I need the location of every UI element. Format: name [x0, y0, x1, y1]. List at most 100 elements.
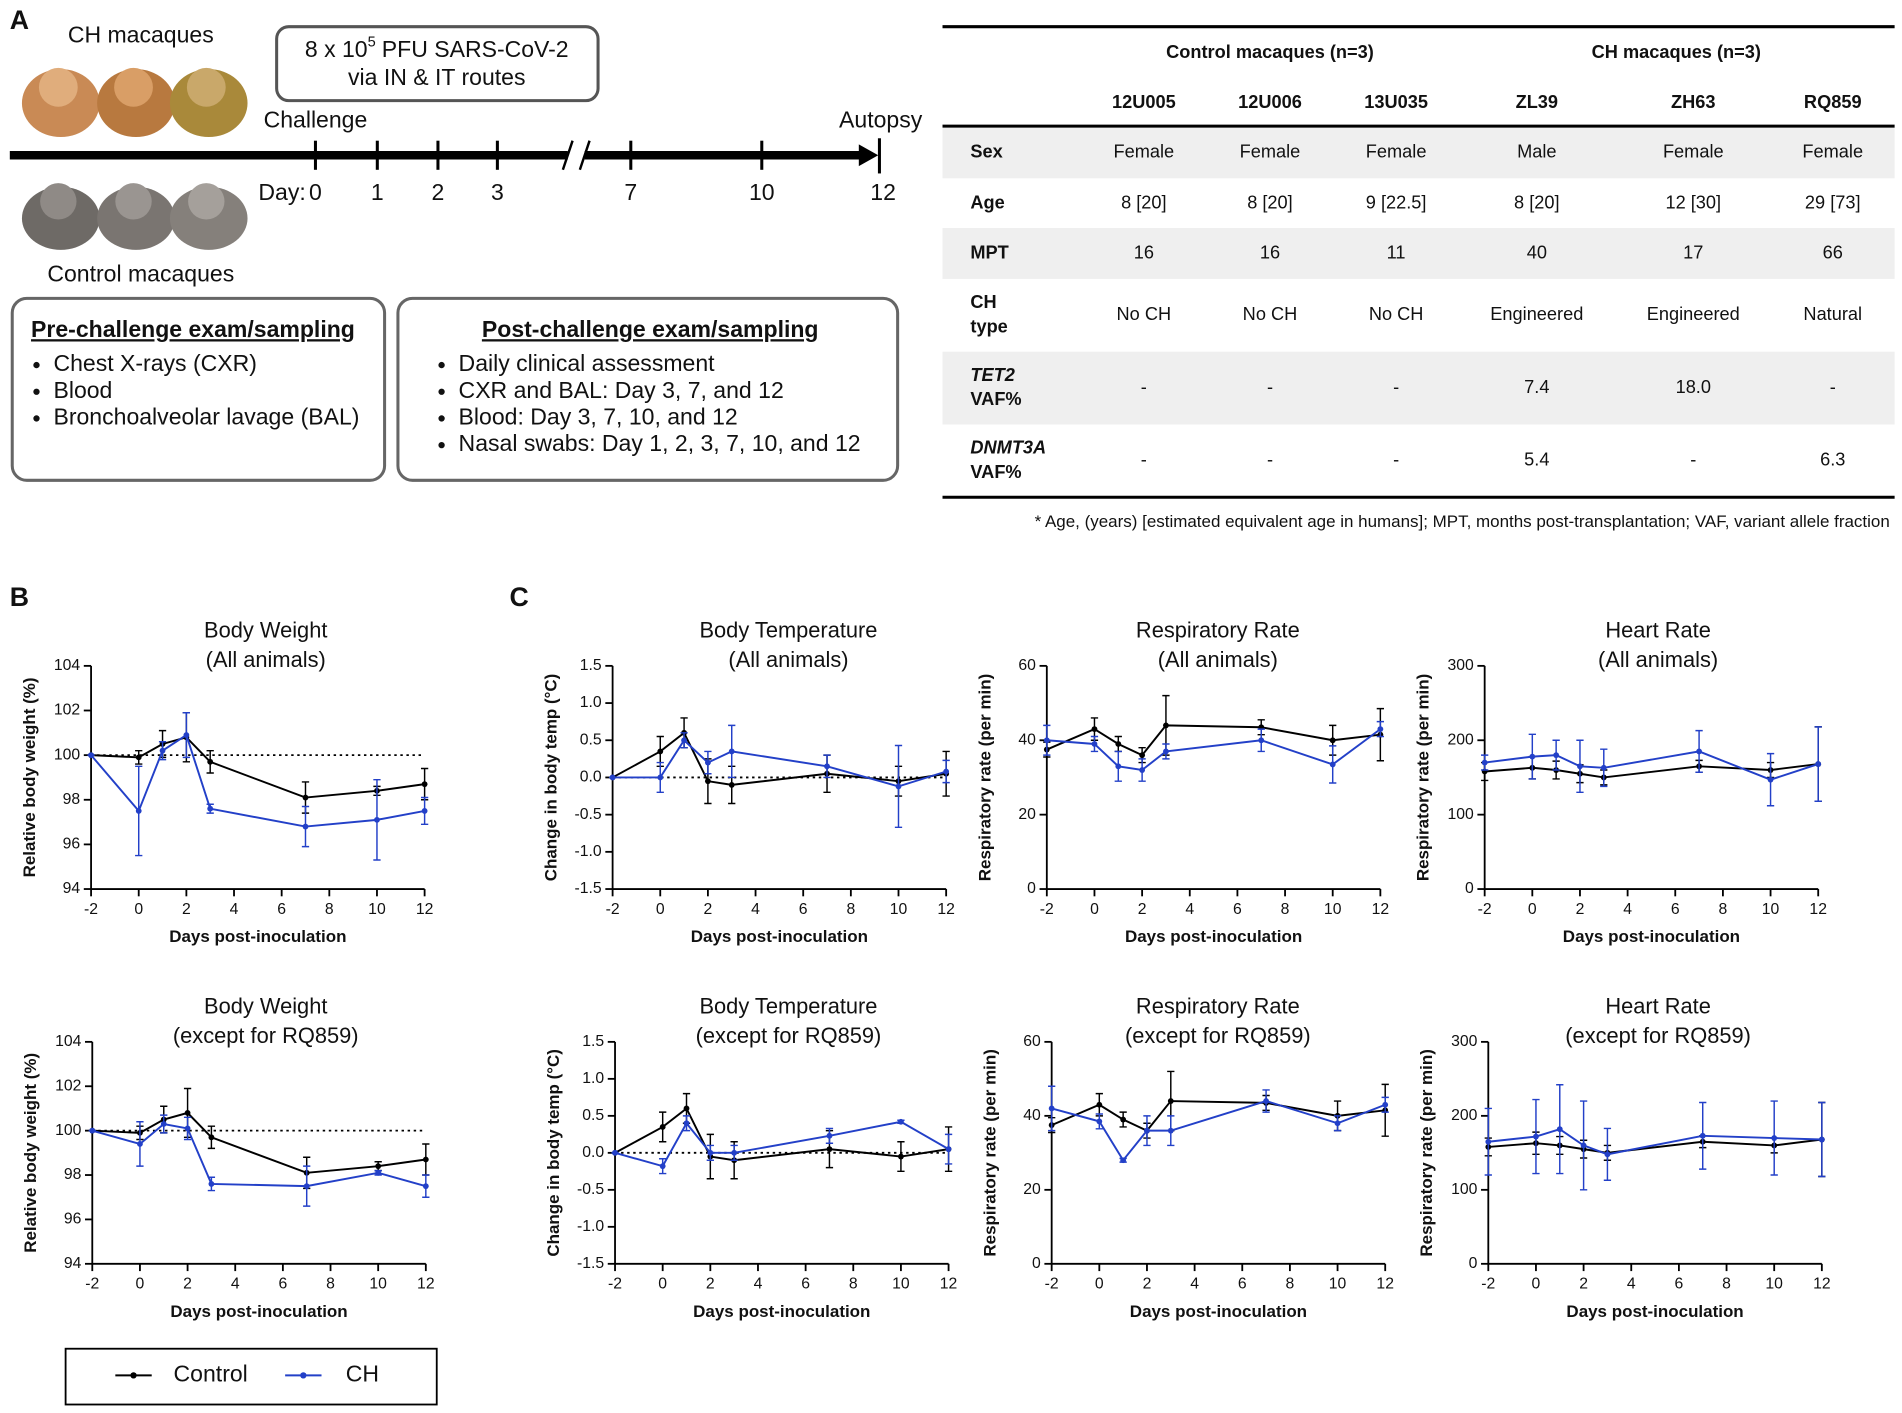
chart-title: Body Weight [204, 994, 327, 1019]
legend-label: Control [174, 1360, 248, 1386]
table-cell: 8 [20] [1121, 193, 1167, 213]
point [184, 1125, 191, 1132]
y-tick-label: 200 [1447, 731, 1474, 748]
point [1139, 752, 1146, 759]
row-label: CH [970, 292, 996, 312]
y-axis-label: Respiratory rate (per min) [1414, 674, 1433, 881]
x-axis-label: Days post-inoculation [1563, 927, 1740, 946]
table-cell: Female [1240, 142, 1301, 162]
series-line [92, 1111, 426, 1174]
x-tick-label: 0 [1532, 1276, 1541, 1293]
point [1048, 1105, 1055, 1112]
point [1382, 1101, 1389, 1108]
group-header: CH macaques (n=3) [1592, 42, 1761, 62]
column-header: 13U035 [1364, 92, 1428, 112]
point [659, 1163, 666, 1170]
exam-item: Chest X-rays (CXR) [53, 350, 256, 376]
x-tick-label: -2 [84, 901, 98, 918]
x-tick-label: 8 [846, 901, 855, 918]
table-cell: - [1393, 450, 1399, 470]
inoculum-dose: 8 x 105 PFU SARS-CoV-2 [305, 34, 569, 62]
table-cell: - [1690, 450, 1696, 470]
y-axis-label: Respiratory rate (per min) [981, 1049, 1000, 1256]
row-label: VAF% [970, 389, 1021, 409]
x-tick-label: 4 [230, 901, 239, 918]
point [1163, 748, 1169, 755]
table-cell: 18.0 [1676, 377, 1711, 397]
point [1815, 761, 1822, 767]
series-line [92, 1122, 427, 1188]
series-line [91, 736, 425, 799]
exam-item: Bronchoalveolar lavage (BAL) [53, 404, 359, 430]
table-cell: - [1141, 377, 1147, 397]
panel-label: B [10, 582, 29, 612]
point [1580, 1142, 1587, 1149]
point [135, 754, 142, 761]
ch-monkeys [21, 67, 248, 138]
y-tick-label: 0.0 [582, 1144, 604, 1161]
x-tick-label: 12 [940, 1276, 958, 1293]
point [1115, 741, 1122, 747]
x-tick-label: 2 [704, 901, 713, 918]
point [1818, 1136, 1825, 1143]
point [89, 1127, 96, 1134]
x-axis-label: Days post-inoculation [169, 927, 346, 946]
x-tick-label: 8 [326, 1276, 335, 1293]
x-tick-label: 6 [278, 1276, 287, 1293]
point [659, 1124, 666, 1130]
bullet [33, 388, 40, 395]
chart-subtitle: (All animals) [206, 647, 326, 672]
series-line [612, 731, 947, 786]
table-cell: 16 [1134, 242, 1154, 262]
point [1533, 1133, 1539, 1140]
column-header: RQ859 [1804, 92, 1862, 112]
y-tick-label: 1.5 [582, 1033, 604, 1050]
x-tick-label: 2 [1579, 1276, 1588, 1293]
x-axis-label: Days post-inoculation [1566, 1302, 1743, 1321]
table-cell: Natural [1803, 304, 1862, 324]
table-cell: 8 [20] [1514, 193, 1560, 213]
table-cell: Female [1114, 142, 1175, 162]
point [1120, 1116, 1127, 1123]
y-tick-label: 0 [1032, 1255, 1041, 1272]
y-axis-label: Change in body temp (°C) [544, 1049, 563, 1257]
point [1144, 1127, 1150, 1134]
x-tick-label: 8 [325, 901, 334, 918]
exam-item: Blood [53, 377, 112, 403]
x-tick-label: 4 [1190, 1276, 1199, 1293]
exam-item: Daily clinical assessment [459, 350, 716, 376]
panel-label: C [510, 582, 529, 612]
x-tick-label: 10 [892, 1276, 910, 1293]
x-tick-label: -2 [1045, 1276, 1059, 1293]
x-tick-label: 0 [1095, 1276, 1104, 1293]
point [422, 1156, 429, 1163]
point [707, 1149, 714, 1156]
point [1263, 1098, 1269, 1104]
y-tick-label: 104 [55, 1033, 82, 1050]
legend-label: CH [346, 1360, 379, 1386]
x-tick-label: 0 [134, 901, 143, 918]
table-cell: - [1393, 377, 1399, 397]
series-line [1051, 1100, 1386, 1132]
y-tick-label: -1.0 [575, 843, 602, 860]
row-label: TET2 [970, 365, 1014, 385]
point [375, 1169, 382, 1176]
table-cell: 29 [73] [1805, 193, 1861, 213]
y-axis-label: Relative body weight (%) [21, 1053, 40, 1253]
row-shade [942, 228, 1895, 279]
point [160, 1121, 167, 1127]
row-label: Sex [970, 142, 1002, 162]
legend-marker [130, 1372, 137, 1379]
point [1699, 1132, 1706, 1139]
point [374, 816, 380, 823]
x-tick-label: 2 [1138, 901, 1147, 918]
inoculum-route: via IN & IT routes [348, 64, 526, 90]
autopsy-label: Autopsy [839, 106, 923, 132]
y-tick-label: 100 [1451, 1181, 1478, 1198]
y-tick-label: 1.0 [580, 694, 602, 711]
table-cell: Female [1663, 142, 1724, 162]
table-cell: Female [1366, 142, 1427, 162]
x-tick-label: 12 [937, 901, 955, 918]
